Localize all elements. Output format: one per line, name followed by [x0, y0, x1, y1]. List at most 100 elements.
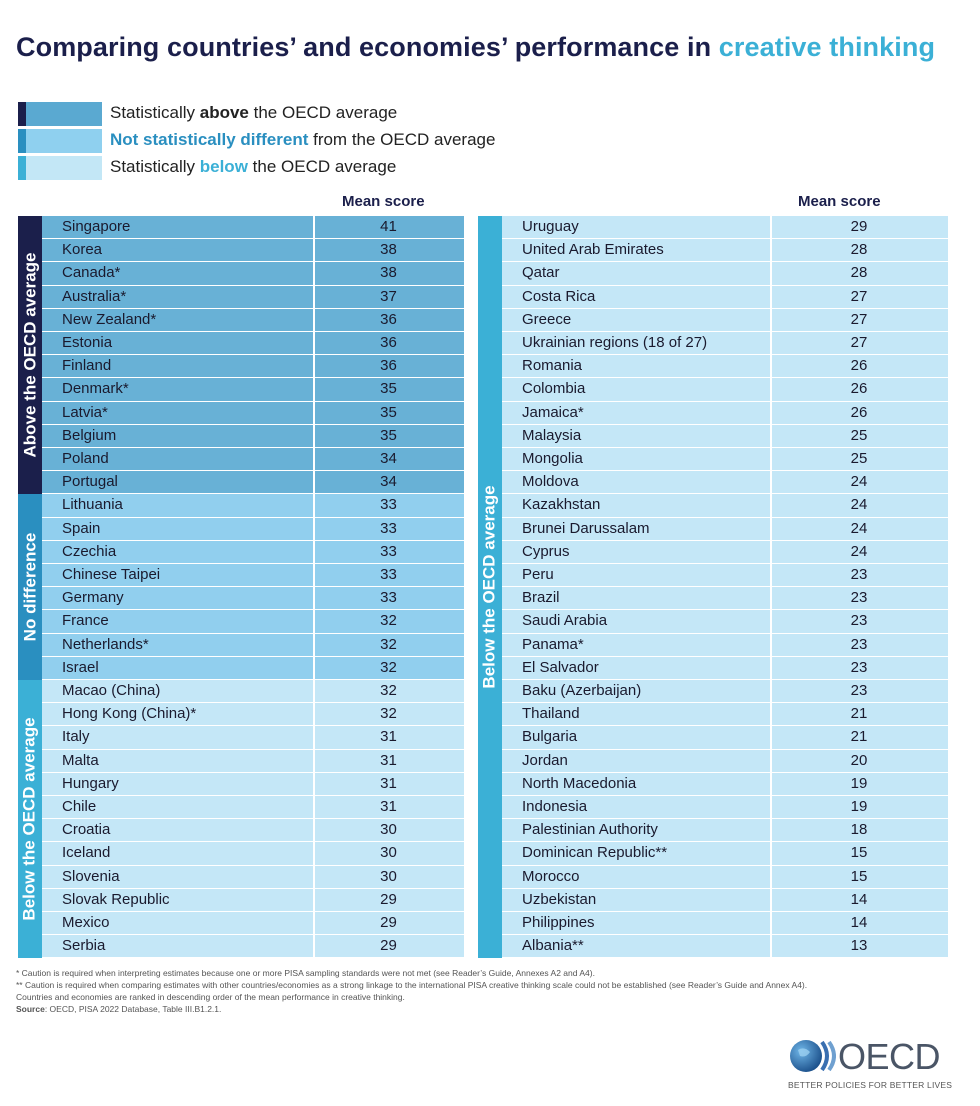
mean-score: 24 [850, 519, 868, 537]
table-row: Brazil 23 [478, 587, 948, 611]
column-divider [313, 540, 315, 563]
table-row: Thailand 21 [478, 703, 948, 727]
oecd-logo: OECD BETTER POLICIES FOR BETTER LIVES [788, 1032, 978, 1098]
country-name: Macao (China) [62, 682, 161, 699]
table-row: Ukrainian regions (18 of 27) 27 [478, 332, 948, 356]
column-divider [313, 842, 315, 865]
column-divider [770, 494, 772, 517]
mean-score: 29 [850, 218, 868, 235]
table-right: Uruguay 29 United Arab Emirates 28 Qatar 28 Co… [478, 216, 948, 959]
legend-text-nodiff: Not statistically different from the OEC… [110, 130, 496, 149]
country-name: Bulgaria [522, 728, 578, 746]
mean-score: 31 [380, 751, 397, 769]
country-name: Indonesia [522, 798, 588, 815]
column-divider [770, 587, 772, 610]
column-divider [770, 680, 772, 703]
country-name: France [62, 612, 109, 630]
table-row: Chile 31 [18, 796, 464, 820]
table-row: Cyprus 24 [478, 540, 948, 564]
country-name: Ukrainian regions (18 of 27) [522, 334, 708, 351]
legend-swatch-nodiff [26, 129, 102, 153]
column-divider [313, 448, 315, 471]
column-divider [313, 424, 315, 447]
country-name: Portugal [62, 473, 118, 491]
country-name: Brazil [522, 589, 560, 607]
table-row: Lithuania 33 [18, 494, 464, 518]
country-name: New Zealand* [62, 310, 157, 328]
footnote-2: ** Caution is required when comparing es… [16, 980, 808, 990]
column-divider [313, 517, 315, 540]
column-divider [313, 401, 315, 424]
mean-score: 28 [850, 264, 868, 282]
country-name: Romania [522, 357, 583, 375]
table-row: Netherlands* 32 [18, 633, 464, 657]
table-row: Indonesia 19 [478, 796, 948, 820]
table-row: Australia* 37 [18, 285, 464, 309]
mean-score: 31 [380, 728, 397, 746]
column-divider [770, 842, 772, 865]
country-name: Netherlands* [62, 635, 149, 653]
column-divider [313, 308, 315, 331]
footnote-3: Countries and economies are ranked in de… [16, 992, 405, 1002]
country-name: Belgium [62, 426, 117, 444]
table-row: Qatar 28 [478, 262, 948, 286]
country-name: Canada* [62, 264, 121, 282]
mean-score: 18 [850, 821, 868, 839]
column-divider [313, 285, 315, 308]
country-name: Moldova [522, 473, 579, 491]
table-row: Belgium 35 [18, 424, 464, 448]
column-divider [313, 935, 315, 958]
source-note: Source: OECD, PISA 2022 Database, Table … [16, 1004, 222, 1014]
country-name: Costa Rica [522, 287, 596, 305]
country-name: Palestinian Authority [522, 821, 658, 839]
mean-score: 29 [380, 914, 397, 931]
group-label-above: Above the OECD average [18, 216, 42, 495]
column-divider [313, 819, 315, 842]
column-divider [770, 656, 772, 679]
mean-score: 32 [380, 658, 397, 676]
column-divider [313, 703, 315, 726]
oecd-logo-tagline: BETTER POLICIES FOR BETTER LIVES [788, 1080, 953, 1090]
mean-score: 41 [380, 218, 397, 235]
table-row: Albania** 13 [478, 935, 948, 959]
column-divider [770, 332, 772, 355]
country-name: Australia* [62, 287, 127, 305]
country-name: Qatar [522, 264, 560, 282]
table-row: Philippines 14 [478, 912, 948, 936]
mean-score: 27 [850, 287, 868, 305]
mean-score: 35 [380, 380, 397, 398]
column-divider [770, 772, 772, 795]
table-row: Kazakhstan 24 [478, 494, 948, 518]
country-name: Spain [62, 519, 101, 537]
column-divider [770, 865, 772, 888]
mean-score: 23 [850, 612, 868, 630]
legend-bar-below [18, 156, 26, 180]
mean-score: 15 [850, 844, 868, 862]
mean-score: 35 [380, 403, 397, 421]
mean-score: 28 [850, 241, 868, 259]
table-row: Denmark* 35 [18, 378, 464, 402]
mean-score: 13 [850, 937, 868, 955]
mean-score: 23 [850, 635, 868, 653]
country-name: Slovenia [62, 867, 120, 885]
mean-score: 20 [850, 751, 868, 769]
country-name: Cyprus [522, 542, 570, 560]
mean-score: 29 [380, 890, 397, 908]
mean-score: 33 [380, 542, 397, 560]
column-divider [770, 239, 772, 262]
country-name: Dominican Republic** [522, 844, 668, 862]
table-row: Hungary 31 [18, 772, 464, 796]
country-name: Panama* [522, 635, 584, 653]
table-row: Panama* 23 [478, 633, 948, 657]
mean-score: 32 [380, 635, 397, 653]
footnote-1: * Caution is required when interpreting … [16, 968, 595, 978]
country-name: Italy [62, 728, 90, 746]
column-divider [313, 587, 315, 610]
table-row: Slovak Republic 29 [18, 888, 464, 912]
column-divider [313, 378, 315, 401]
country-name: Finland [62, 357, 112, 375]
mean-score: 25 [850, 450, 868, 467]
table-row: North Macedonia 19 [478, 772, 948, 796]
table-row: Dominican Republic** 15 [478, 842, 948, 866]
country-name: Philippines [522, 914, 595, 931]
